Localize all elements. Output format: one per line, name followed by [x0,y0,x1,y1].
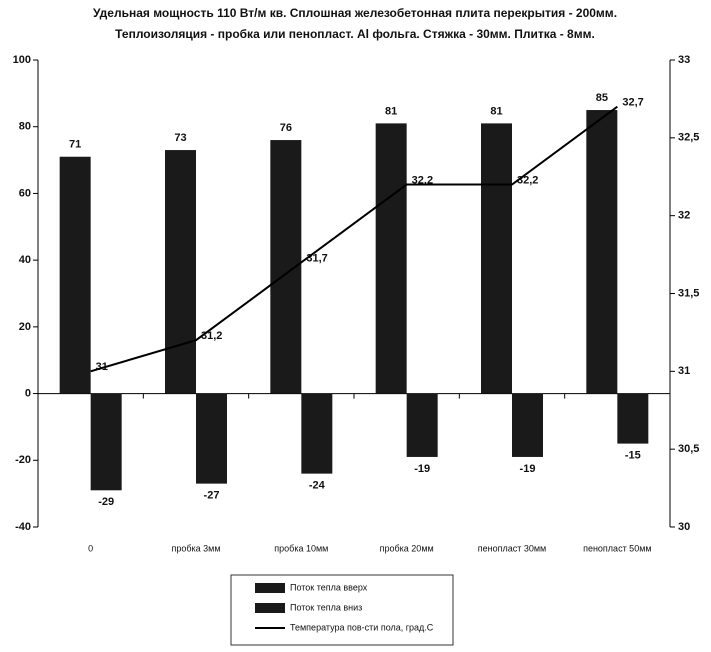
y2-tick-label: 31,5 [678,287,699,299]
data-label: 32,2 [517,174,538,186]
data-label: 31,2 [201,330,222,342]
x-tick-label: пенопласт 30мм [478,543,547,553]
legend-label: Поток тепла вверх [290,582,368,592]
data-label: -29 [98,496,114,508]
bar [617,393,649,444]
x-tick-label: пробка 10мм [274,543,328,553]
data-label: 85 [596,92,608,104]
legend-swatch [255,583,285,593]
y-tick-label: 0 [25,387,31,399]
data-label: 81 [385,105,397,117]
data-label: 31,7 [306,252,327,264]
data-label: -19 [520,463,536,475]
data-label: 76 [280,122,292,134]
bar [512,393,543,457]
x-tick-label: пенопласт 50мм [583,543,652,553]
bar [90,393,122,491]
y2-tick-label: 33 [678,54,690,66]
bar [406,393,438,457]
bar [196,393,227,484]
legend-swatch [255,603,285,613]
y2-tick-label: 32,5 [678,132,699,144]
data-label: -19 [414,463,430,475]
y-tick-label: 20 [19,321,31,333]
y-tick-label: 80 [19,121,31,133]
data-label: 32,2 [412,174,433,186]
y2-tick-label: 30,5 [678,443,699,455]
chart-title: Удельная мощность 110 Вт/м кв. Сплошная … [93,6,617,20]
bar [59,156,91,394]
line [90,105,618,373]
data-label: -27 [204,490,220,502]
y-tick-label: -40 [15,521,31,533]
y2-tick-label: 32 [678,210,690,222]
data-label: 71 [69,139,81,151]
data-label: 73 [174,132,186,144]
x-tick-label: 0 [88,543,93,553]
x-tick-label: пробка 20мм [380,543,434,553]
y-tick-label: -20 [15,454,31,466]
y-tick-label: 40 [19,254,31,266]
legend-box [230,574,454,646]
data-label: 81 [490,105,502,117]
y2-tick-label: 31 [678,365,690,377]
y-tick-label: 100 [13,54,31,66]
legend-label: Поток тепла вниз [290,602,362,612]
bar [586,110,618,394]
data-label: 32,7 [622,97,643,109]
x-tick-label: пробка 3мм [171,543,220,553]
y2-tick-label: 30 [678,521,690,533]
chart-title: Теплоизоляция - пробка или пенопласт. Al… [115,27,595,41]
bar [301,393,333,474]
bar [375,123,407,394]
data-label: -24 [309,480,326,492]
bar [165,150,196,394]
data-label: -15 [625,450,641,462]
bar [481,123,512,394]
y-tick-label: 60 [19,187,31,199]
legend-label: Температура пов-сти пола, град.С [290,622,434,632]
